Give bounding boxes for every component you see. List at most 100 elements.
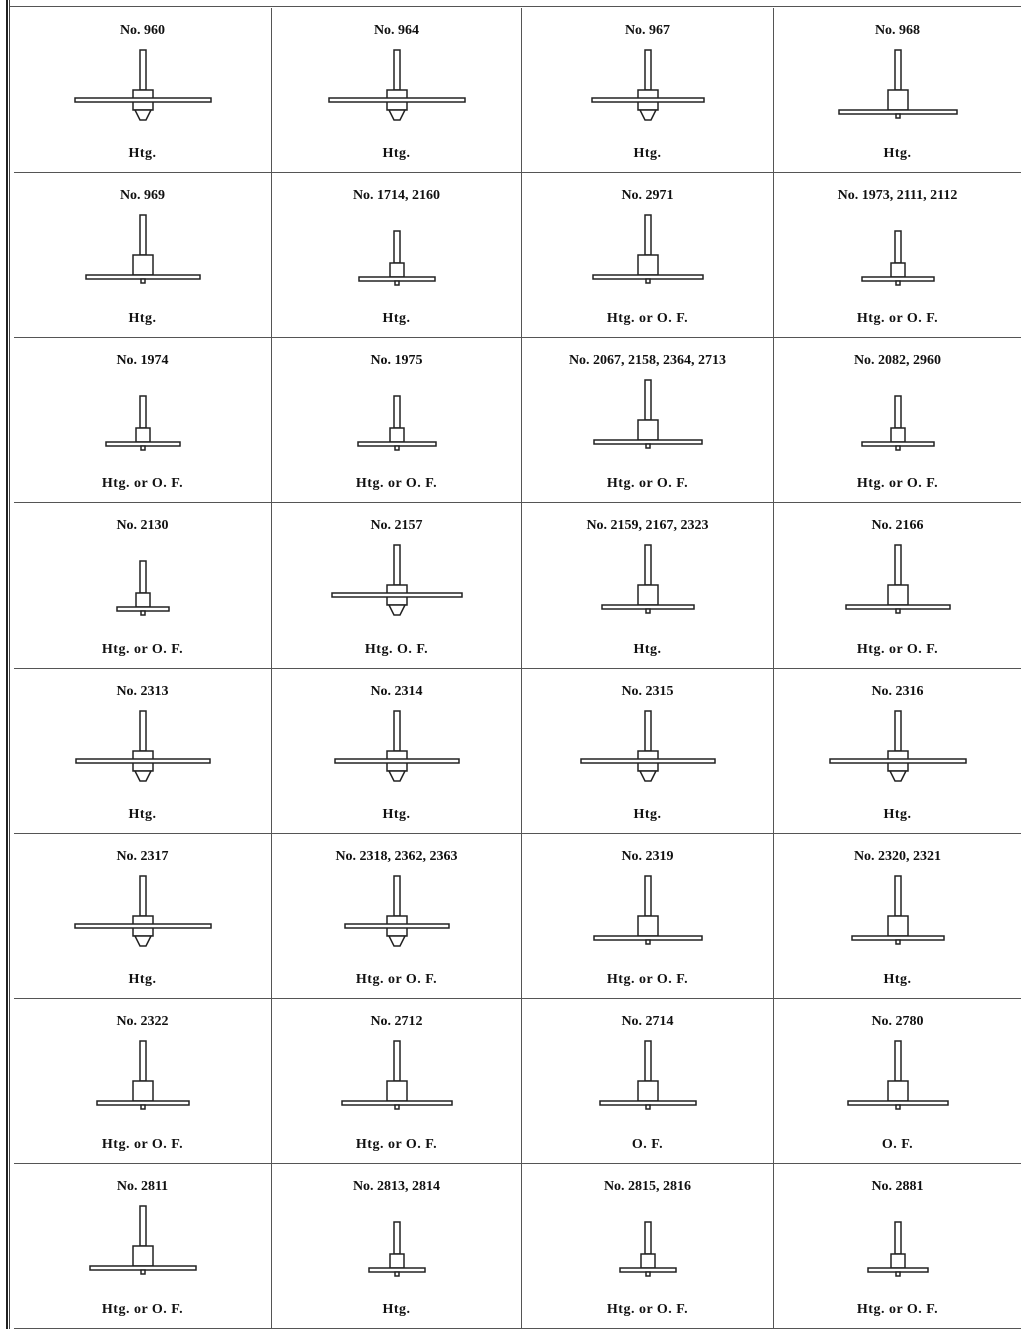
part-drawing bbox=[327, 49, 466, 121]
item-number: No. 2712 bbox=[370, 1013, 423, 1029]
use-caption: Htg. bbox=[128, 806, 157, 822]
body bbox=[636, 914, 659, 937]
catalog-cell: No. 1714, 2160 Htg. bbox=[272, 173, 522, 339]
tip bbox=[644, 938, 651, 945]
tip bbox=[133, 769, 152, 782]
item-number: No. 964 bbox=[373, 23, 420, 38]
item-number: No. 2811 bbox=[116, 1178, 169, 1194]
tip bbox=[139, 1269, 146, 1275]
catalog-cell: No. 2320, 2321 Htg. bbox=[774, 834, 1021, 999]
spindle bbox=[392, 49, 401, 91]
use-caption: Htg. or O. F. bbox=[606, 971, 689, 987]
spindle bbox=[643, 874, 652, 917]
use-caption: Htg. or O. F. bbox=[606, 476, 689, 492]
tip bbox=[393, 1104, 400, 1110]
spindle bbox=[138, 709, 147, 752]
tip bbox=[387, 109, 406, 121]
item-number: No. 2317 bbox=[116, 848, 169, 864]
catalog-cell: No. 2811 Htg. or O. F. bbox=[14, 1163, 272, 1329]
use-caption: Htg. bbox=[382, 311, 411, 327]
part-drawing bbox=[592, 874, 703, 945]
part-drawing bbox=[592, 379, 703, 450]
body bbox=[131, 1245, 154, 1267]
body bbox=[134, 592, 151, 609]
part-drawing bbox=[590, 49, 705, 121]
top-rule bbox=[10, 6, 1021, 7]
body bbox=[889, 262, 906, 278]
tip bbox=[644, 278, 651, 284]
part-drawing bbox=[837, 49, 958, 119]
use-caption: Htg. bbox=[382, 146, 411, 162]
use-caption: Htg. or O. F. bbox=[101, 641, 184, 657]
body bbox=[131, 1080, 154, 1102]
spindle bbox=[392, 395, 401, 430]
catalog-cell: No. 2318, 2362, 2363 Htg. or O. F. bbox=[272, 833, 522, 999]
catalog-cell: No. 2322 Htg. or O. F. bbox=[14, 998, 272, 1164]
spindle bbox=[893, 1040, 902, 1082]
part-drawing bbox=[340, 1040, 453, 1110]
body bbox=[134, 427, 151, 444]
item-number: No. 2313 bbox=[116, 683, 169, 699]
part-drawing bbox=[74, 709, 211, 782]
use-caption: O. F. bbox=[631, 1136, 664, 1152]
tip bbox=[387, 769, 406, 782]
catalog-cell: No. 2313 Htg. bbox=[14, 668, 272, 834]
part-drawing bbox=[73, 49, 212, 121]
catalog-cell: No. 960 Htg. bbox=[14, 8, 272, 174]
use-caption: Htg. O. F. bbox=[364, 641, 429, 657]
body bbox=[889, 427, 906, 444]
tip bbox=[644, 1271, 651, 1277]
use-caption: Htg. or O. F. bbox=[101, 1302, 184, 1317]
flange-bar bbox=[343, 922, 450, 929]
body bbox=[886, 1080, 909, 1102]
spindle bbox=[643, 709, 652, 752]
catalog-cell: No. 967 Htg. bbox=[522, 8, 774, 174]
item-number: No. 2067, 2158, 2364, 2713 bbox=[568, 353, 727, 369]
part-drawing bbox=[860, 395, 935, 452]
item-number: No. 2322 bbox=[116, 1013, 169, 1029]
spindle bbox=[893, 230, 902, 264]
spindle bbox=[893, 395, 902, 430]
item-number: No. 2815, 2816 bbox=[603, 1178, 692, 1194]
use-caption: Htg. or O. F. bbox=[606, 1302, 689, 1317]
spindle bbox=[643, 544, 652, 587]
part-drawing bbox=[73, 874, 212, 947]
use-caption: Htg. bbox=[382, 806, 411, 822]
use-caption: Htg. or O. F. bbox=[101, 1136, 184, 1152]
item-number: No. 1714, 2160 bbox=[352, 188, 441, 204]
catalog-cell: No. 2881 Htg. or O. F. bbox=[774, 1164, 1021, 1329]
body bbox=[388, 1253, 405, 1269]
spindle bbox=[893, 709, 902, 752]
catalog-cell: No. 1974 Htg. or O. F. bbox=[14, 338, 272, 504]
tip bbox=[133, 934, 152, 947]
item-number: No. 969 bbox=[119, 188, 166, 204]
use-caption: Htg. or O. F. bbox=[856, 476, 939, 492]
part-drawing bbox=[860, 230, 935, 286]
part-drawing bbox=[850, 874, 945, 945]
body bbox=[385, 1080, 408, 1102]
catalog-cell: No. 2813, 2814 Htg. bbox=[272, 1163, 522, 1329]
item-number: No. 2813, 2814 bbox=[352, 1178, 441, 1194]
use-caption: Htg. or O. F. bbox=[856, 311, 939, 327]
tip bbox=[894, 938, 901, 945]
spindle bbox=[138, 1040, 147, 1082]
tip bbox=[894, 113, 901, 119]
tip bbox=[393, 1271, 400, 1277]
catalog-cell: No. 1975 Htg. or O. F. bbox=[272, 338, 522, 504]
tip bbox=[888, 769, 907, 782]
part-drawing bbox=[84, 214, 201, 284]
catalog-cell: No. 2314 Htg. bbox=[272, 668, 522, 834]
part-drawing bbox=[88, 1205, 197, 1275]
part-drawing bbox=[598, 1040, 697, 1110]
use-caption: Htg. bbox=[128, 311, 157, 327]
use-caption: Htg. or O. F. bbox=[355, 971, 438, 987]
use-caption: Htg. bbox=[633, 641, 662, 657]
flange-bar bbox=[74, 757, 211, 764]
item-number: No. 2314 bbox=[370, 683, 423, 699]
flange-bar bbox=[333, 757, 460, 764]
use-caption: Htg. or O. F. bbox=[606, 311, 689, 327]
part-drawing bbox=[104, 395, 181, 452]
item-number: No. 2780 bbox=[871, 1013, 924, 1029]
catalog-cell: No. 2815, 2816 Htg. or O. F. bbox=[522, 1163, 774, 1329]
